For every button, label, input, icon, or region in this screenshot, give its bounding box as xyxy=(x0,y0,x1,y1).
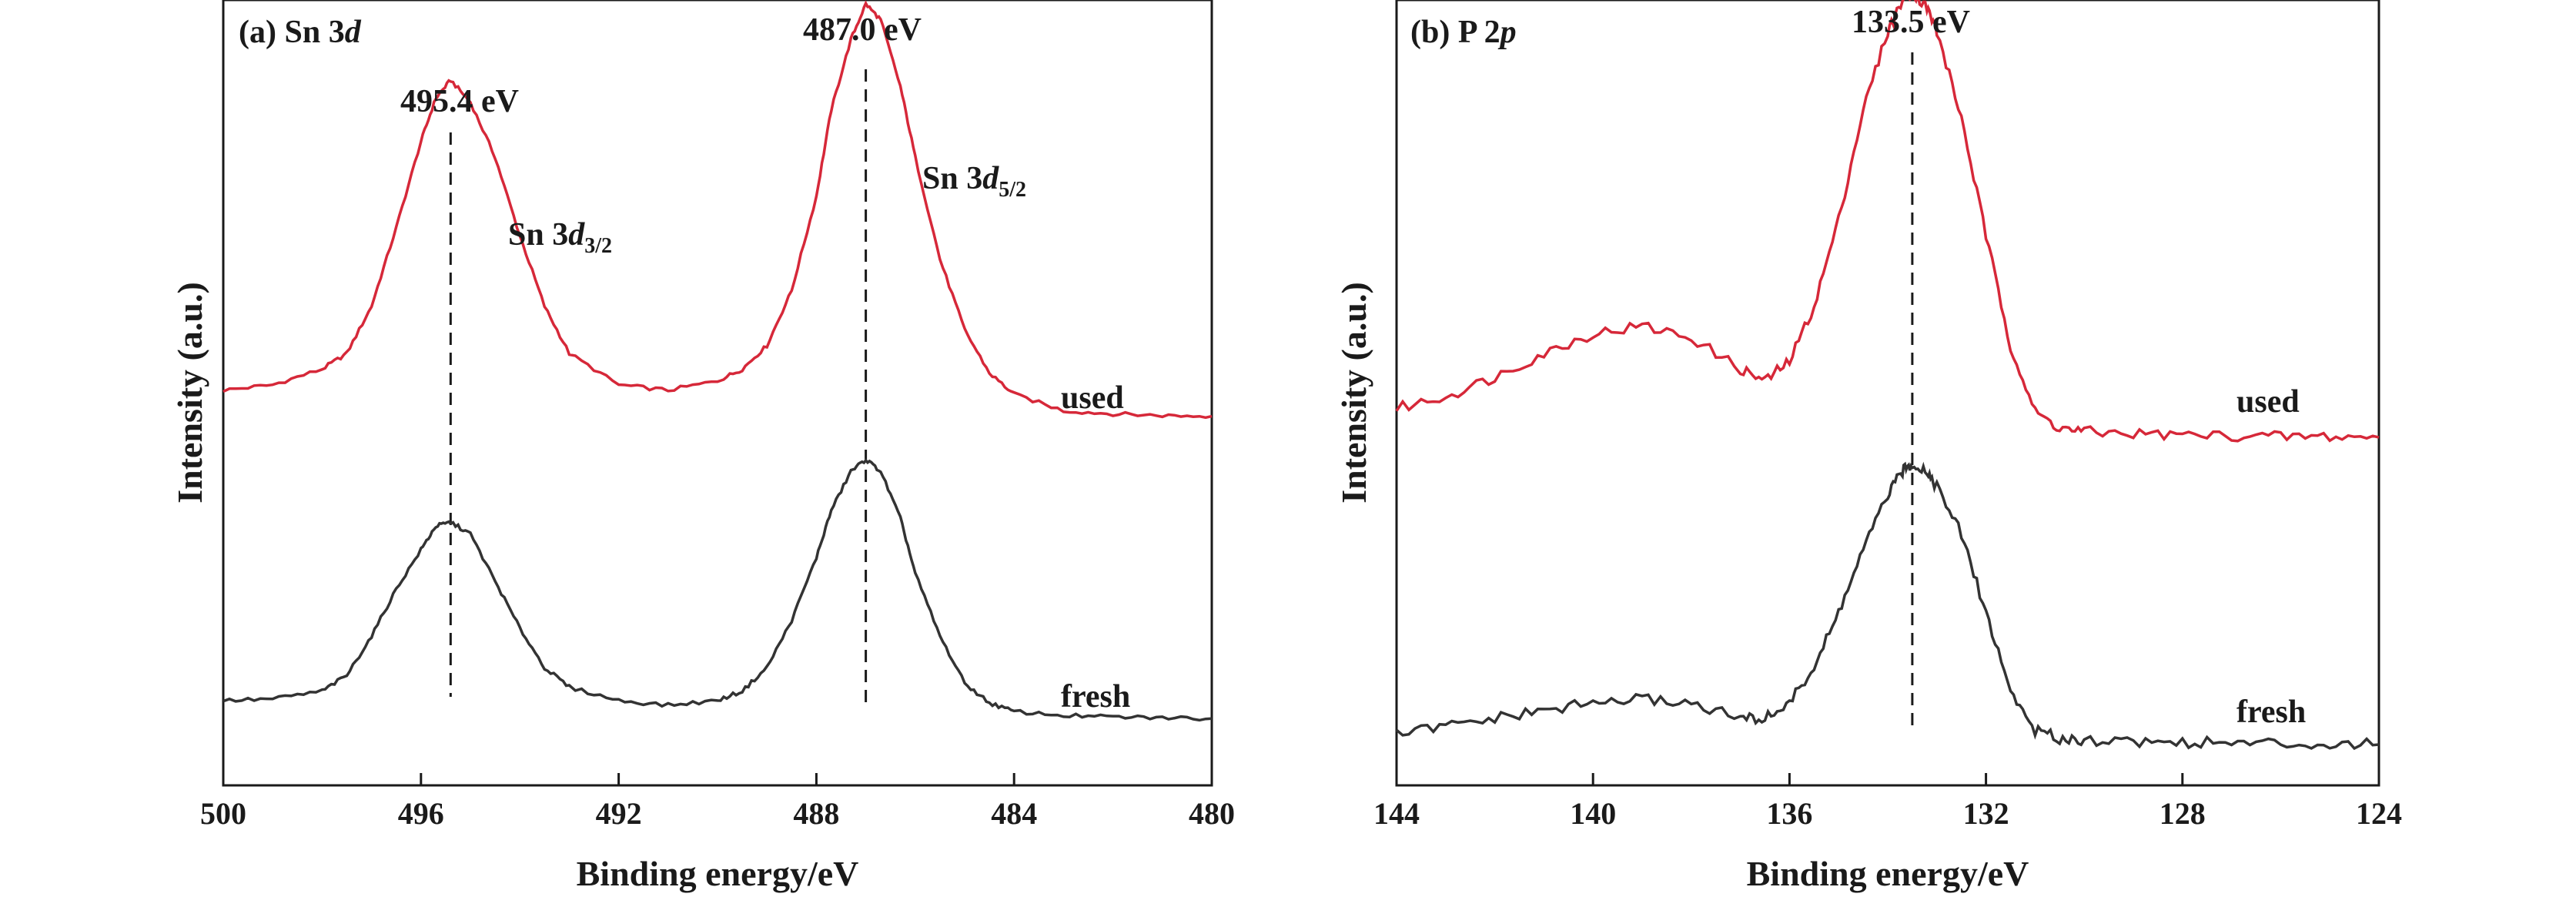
x-tick-label: 484 xyxy=(991,796,1037,831)
panel-sn3d: (a) Sn 3d Intensity (a.u.) Binding energ… xyxy=(170,0,1235,893)
x-tick-label: 488 xyxy=(793,796,839,831)
plot-frame xyxy=(222,0,1213,787)
x-axis-ticks: 500 496 492 488 484 480 xyxy=(200,773,1235,831)
x-axis-title: Binding energy/eV xyxy=(577,854,859,893)
series-used-line xyxy=(222,0,1213,420)
series-label-used: used xyxy=(2236,384,2300,420)
series-fresh-line xyxy=(222,458,1213,722)
series-fresh-line xyxy=(1395,461,2380,751)
series-label-used: used xyxy=(1061,380,1124,416)
x-tick-label: 144 xyxy=(1373,796,1420,831)
label-sn3d52: Sn 3d5/2 xyxy=(922,161,1026,202)
plot-frame xyxy=(1395,0,2380,787)
peak-label-487: 487.0 eV xyxy=(803,12,922,48)
x-tick-label: 480 xyxy=(1189,796,1235,831)
peak-label-1335: 133.5 eV xyxy=(1852,5,1970,40)
peak-label-495: 495.4 eV xyxy=(400,84,519,119)
x-tick-label: 132 xyxy=(1963,796,2009,831)
series-label-fresh: fresh xyxy=(2236,695,2306,730)
x-axis-title: Binding energy/eV xyxy=(1747,854,2029,893)
x-tick-label: 124 xyxy=(2356,796,2402,831)
y-axis-title: Intensity (a.u.) xyxy=(1334,282,1373,504)
panel-label: (b) P 2p xyxy=(1410,15,1517,50)
x-tick-label: 496 xyxy=(398,796,444,831)
peak-markers xyxy=(449,69,868,708)
x-tick-label: 500 xyxy=(200,796,246,831)
x-tick-label: 140 xyxy=(1570,796,1616,831)
series-used-line xyxy=(1395,0,2380,443)
x-tick-label: 492 xyxy=(596,796,642,831)
x-axis-ticks: 144 140 136 132 128 124 xyxy=(1373,773,2402,831)
label-sn3d32: Sn 3d3/2 xyxy=(508,217,612,258)
series-label-fresh: fresh xyxy=(1061,679,1130,715)
y-axis-title: Intensity (a.u.) xyxy=(170,282,209,504)
x-tick-label: 128 xyxy=(2159,796,2206,831)
panel-label: (a) Sn 3d xyxy=(239,15,362,50)
x-tick-label: 136 xyxy=(1766,796,1812,831)
panel-p2p: (b) P 2p Intensity (a.u.) Binding energy… xyxy=(1334,0,2402,893)
